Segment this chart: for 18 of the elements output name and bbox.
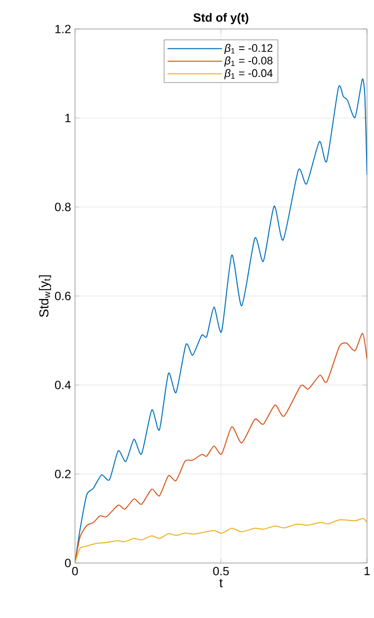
chart-title: Std of y(t)	[193, 13, 248, 24]
x-axis-title: t	[219, 578, 223, 588]
legend-label: β$_{1}$ = -0.12	[224, 44, 272, 54]
y-tick-label: 0.4	[55, 380, 71, 390]
legend-label: β$_{1}$ = -0.04	[224, 69, 273, 80]
y-tick-label: 0	[64, 558, 71, 568]
x-tick-label: 0.5	[213, 566, 229, 576]
y-tick-label: 0.2	[55, 470, 71, 478]
y-tick-label: 0.8	[55, 202, 71, 212]
y-axis-title: Std$_{w}$[y$_{t}$]	[38, 275, 52, 317]
x-tick-label: 0	[72, 566, 78, 576]
y-tick-label: 1.2	[55, 24, 71, 34]
y-tick-label: 0.6	[55, 292, 71, 300]
y-tick-label: 1	[65, 114, 71, 122]
legend-label: β$_{1}$ = -0.08	[224, 56, 272, 67]
line-series	[75, 332, 368, 563]
x-tick-label: 1	[364, 566, 370, 576]
line-series	[75, 518, 368, 563]
